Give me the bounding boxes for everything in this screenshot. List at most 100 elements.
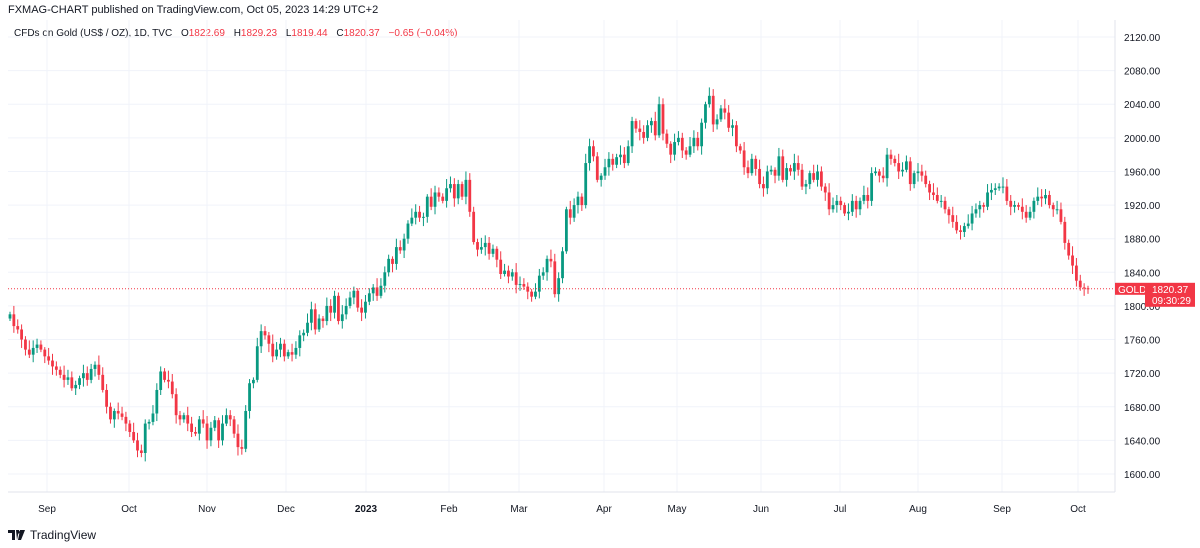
candle-body <box>885 154 889 179</box>
candle <box>1078 274 1082 291</box>
candle <box>244 405 248 453</box>
candle <box>935 187 939 204</box>
candlestick-chart[interactable]: 2120.00 2080.00 2040.00 2000.00 1960.00 1920.… <box>0 0 1200 525</box>
candle <box>773 167 777 184</box>
tradingview-logo-text: TradingView <box>30 528 97 542</box>
candle-body <box>101 374 105 390</box>
candle-body <box>472 211 476 243</box>
candle <box>599 173 603 187</box>
candle-body <box>924 175 928 185</box>
candle <box>120 406 124 421</box>
candle-body <box>530 291 534 297</box>
candle-body <box>908 161 912 185</box>
candle-body <box>317 318 321 330</box>
candle-body <box>398 247 402 251</box>
candle <box>661 98 665 141</box>
candle-body <box>990 189 993 193</box>
candle-body <box>669 143 673 155</box>
candle-body <box>711 95 715 125</box>
candle-body <box>309 309 313 323</box>
candle <box>916 163 920 182</box>
candle-body <box>74 384 78 389</box>
candle-body <box>143 423 147 453</box>
candle-body <box>174 394 178 416</box>
candle <box>522 278 526 290</box>
candle <box>286 349 290 359</box>
candle <box>850 194 854 217</box>
candle-body <box>248 383 251 411</box>
candle <box>630 116 634 153</box>
candle-body <box>224 415 228 424</box>
candle-body <box>541 272 545 276</box>
candle <box>781 149 785 183</box>
candle-body <box>920 171 924 176</box>
candle-body <box>1075 265 1078 281</box>
candle <box>881 167 885 183</box>
candle-body <box>611 158 615 165</box>
candle <box>808 170 812 190</box>
candle-body <box>626 146 630 164</box>
candle <box>537 268 541 299</box>
candle <box>1028 206 1032 221</box>
candle-body <box>510 272 514 277</box>
candle <box>611 153 615 171</box>
candle <box>259 324 263 353</box>
candle-body <box>997 186 1001 189</box>
candle-body <box>109 406 112 420</box>
candle <box>947 206 951 224</box>
candle-body <box>379 285 383 296</box>
candle-body <box>789 168 792 172</box>
candle <box>232 416 236 438</box>
candle <box>908 157 912 191</box>
x-tick-label: Aug <box>909 504 927 515</box>
candle-body <box>1040 196 1044 199</box>
candle-body <box>507 270 510 277</box>
candle-body <box>503 270 506 274</box>
candle-body <box>159 371 163 390</box>
x-tick-label: May <box>668 504 687 515</box>
candle-body <box>1059 209 1063 222</box>
candle-body <box>835 200 839 206</box>
candle <box>437 187 441 202</box>
candle <box>754 155 758 176</box>
candle-body <box>646 125 649 138</box>
candle <box>16 319 20 334</box>
candle-body <box>634 121 638 129</box>
time-axis[interactable]: Sep Oct Nov Dec 2023 Feb Mar Apr May Jun Jul Aug Sep… <box>38 504 1086 515</box>
candle-body <box>124 416 128 424</box>
candle <box>155 383 159 422</box>
candle <box>696 131 700 151</box>
candle-body <box>112 410 116 420</box>
x-tick-label: Jun <box>753 504 769 515</box>
candle-body <box>982 205 986 207</box>
candle-body <box>1009 200 1013 207</box>
candle-body <box>661 104 665 134</box>
candle <box>275 342 279 360</box>
candle-body <box>325 305 329 322</box>
candle <box>391 256 394 273</box>
y-tick-label: 1640.00 <box>1124 436 1161 447</box>
candle-body <box>796 163 800 170</box>
candle-body <box>244 410 248 449</box>
y-tick-label: 1880.00 <box>1124 235 1161 246</box>
y-tick-label: 1600.00 <box>1124 470 1161 481</box>
candle <box>329 299 333 322</box>
candle <box>727 105 731 132</box>
candle-body <box>279 343 282 350</box>
price-axis[interactable]: 2120.00 2080.00 2040.00 2000.00 1960.00 1920.… <box>1124 33 1161 481</box>
candle <box>858 197 862 216</box>
candle-body <box>298 335 302 348</box>
candle <box>669 141 673 164</box>
candle <box>182 412 186 423</box>
tradingview-logo[interactable]: TradingView <box>8 528 96 542</box>
candle-body <box>352 290 356 298</box>
candle <box>1020 198 1024 220</box>
candle-body <box>43 349 47 357</box>
candle-body <box>592 146 595 157</box>
candle <box>649 117 653 133</box>
candle-body <box>155 389 159 414</box>
candle <box>758 159 761 189</box>
symbol-name[interactable]: CFDs on Gold (US$ / OZ), 1D, TVC <box>14 28 173 39</box>
candle <box>383 266 387 293</box>
candle <box>877 168 881 183</box>
